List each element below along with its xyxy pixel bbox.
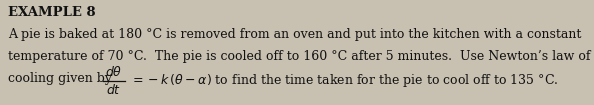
Text: $= -k\,(\theta - \alpha)$ to find the time taken for the pie to cool off to 135 : $= -k\,(\theta - \alpha)$ to find the ti…	[130, 72, 558, 89]
Text: A pie is baked at 180 °C is removed from an oven and put into the kitchen with a: A pie is baked at 180 °C is removed from…	[8, 28, 582, 41]
Text: temperature of 70 °C.  The pie is cooled off to 160 °C after 5 minutes.  Use New: temperature of 70 °C. The pie is cooled …	[8, 50, 590, 63]
Text: EXAMPLE 8: EXAMPLE 8	[8, 6, 96, 19]
Text: $dt$: $dt$	[106, 83, 122, 97]
Text: cooling given by: cooling given by	[8, 72, 116, 85]
Text: $d\theta$: $d\theta$	[105, 65, 123, 79]
